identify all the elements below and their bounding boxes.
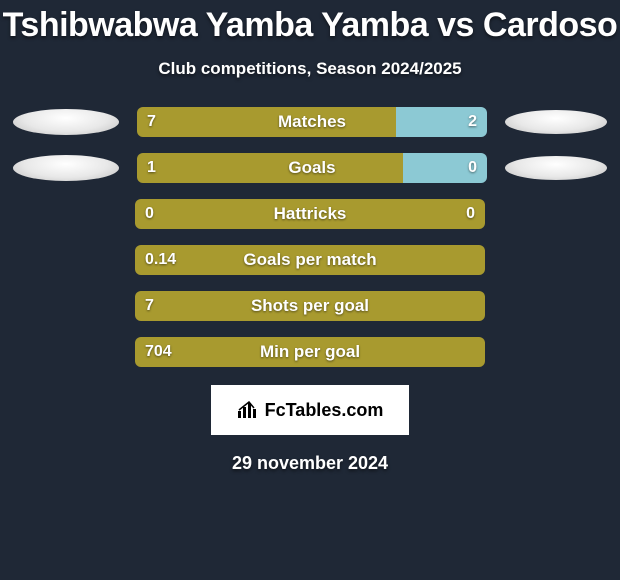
- branding-badge: FcTables.com: [211, 385, 409, 435]
- stats-container: 72Matches10Goals00Hattricks0.14Goals per…: [0, 107, 620, 367]
- player-left-oval: [13, 155, 119, 181]
- stat-value-left: 7: [137, 107, 166, 137]
- stat-row: 7Shots per goal: [0, 291, 620, 321]
- stat-value-left: 7: [135, 291, 164, 321]
- bar-segment-left: [137, 107, 396, 137]
- player-right-oval: [505, 156, 607, 180]
- stat-value-left: 704: [135, 337, 182, 367]
- stat-bar: 704Min per goal: [135, 337, 485, 367]
- stat-row: 704Min per goal: [0, 337, 620, 367]
- stat-value-left: 1: [137, 153, 166, 183]
- bar-segment-left: [137, 153, 403, 183]
- stat-bar: 7Shots per goal: [135, 291, 485, 321]
- stat-value-left: 0.14: [135, 245, 186, 275]
- stat-value-left: 0: [135, 199, 164, 229]
- page-title: Tshibwabwa Yamba Yamba vs Cardoso: [0, 0, 620, 45]
- stat-bar: 10Goals: [137, 153, 487, 183]
- player-right-oval: [505, 110, 607, 134]
- stat-row: 0.14Goals per match: [0, 245, 620, 275]
- date-label: 29 november 2024: [0, 453, 620, 474]
- stat-bar: 72Matches: [137, 107, 487, 137]
- stat-bar: 0.14Goals per match: [135, 245, 485, 275]
- stat-row: 10Goals: [0, 153, 620, 183]
- bar-segment-left: [135, 337, 485, 367]
- page-subtitle: Club competitions, Season 2024/2025: [0, 59, 620, 79]
- player-left-oval: [13, 109, 119, 135]
- stat-value-right: 2: [458, 107, 487, 137]
- stat-row: 72Matches: [0, 107, 620, 137]
- stat-bar: 00Hattricks: [135, 199, 485, 229]
- stat-row: 00Hattricks: [0, 199, 620, 229]
- stat-value-right: 0: [458, 153, 487, 183]
- bar-segment-left: [135, 199, 485, 229]
- bar-segment-left: [135, 291, 485, 321]
- stat-value-right: 0: [456, 199, 485, 229]
- chart-icon: [237, 401, 259, 419]
- bar-segment-left: [135, 245, 485, 275]
- branding-text: FcTables.com: [265, 400, 384, 421]
